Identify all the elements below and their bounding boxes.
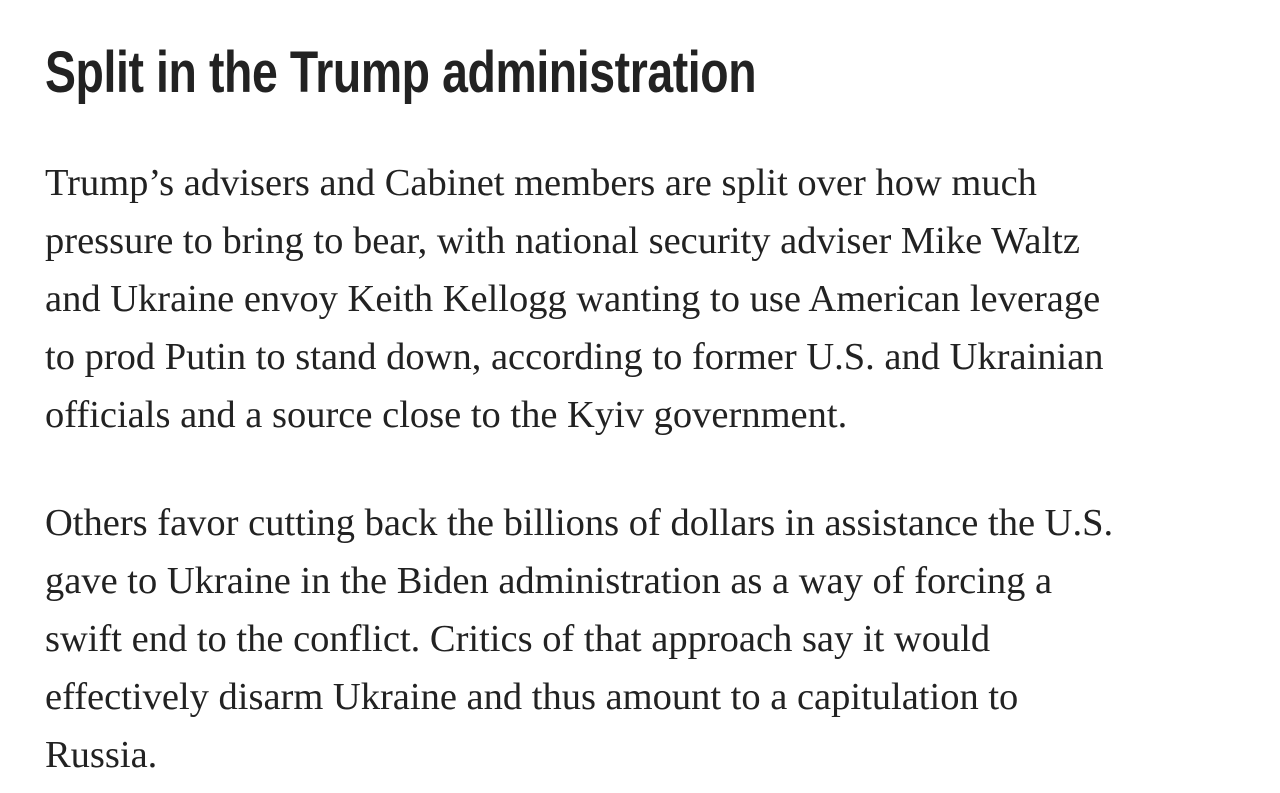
paragraph-line: Russia. xyxy=(45,734,158,776)
paragraph-1: Trump’s advisers and Cabinet members are… xyxy=(45,154,1104,444)
paragraph-line: officials and a source close to the Kyiv… xyxy=(45,394,848,436)
paragraph-line: pressure to bring to bear, with national… xyxy=(45,220,1080,262)
paragraph-line: swift end to the conflict. Critics of th… xyxy=(45,618,991,660)
paragraph-2: Others favor cutting back the billions o… xyxy=(45,494,1113,784)
paragraph-line: to prod Putin to stand down, according t… xyxy=(45,336,1104,378)
paragraph-line: Others favor cutting back the billions o… xyxy=(45,502,1114,544)
paragraph-line: and Ukraine envoy Keith Kellogg wanting … xyxy=(45,278,1101,320)
paragraph-line: Trump’s advisers and Cabinet members are… xyxy=(45,162,1037,204)
section-heading: Split in the Trump administration xyxy=(45,40,757,105)
paragraph-line: gave to Ukraine in the Biden administrat… xyxy=(45,560,1053,602)
paragraph-line: effectively disarm Ukraine and thus amou… xyxy=(45,676,1019,718)
